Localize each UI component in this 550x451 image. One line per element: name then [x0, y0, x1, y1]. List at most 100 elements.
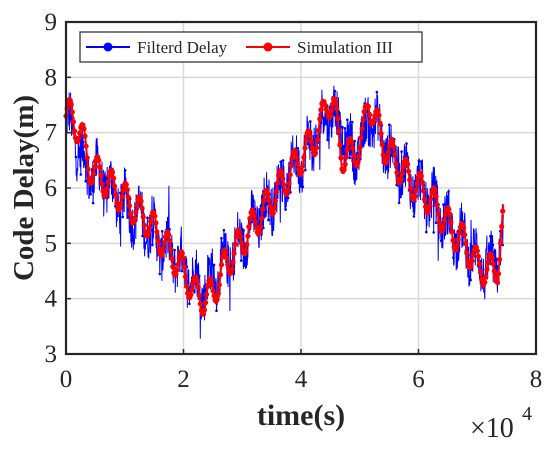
data-point-simulation-iii: [174, 267, 180, 273]
data-point-simulation-iii: [280, 176, 286, 182]
data-point-simulation-iii: [236, 229, 242, 235]
data-point-simulation-iii: [131, 219, 137, 225]
data-point-simulation-iii: [301, 154, 307, 160]
data-point-filterd-delay: [215, 309, 218, 313]
data-point-simulation-iii: [315, 137, 321, 143]
data-point-simulation-iii: [204, 291, 210, 297]
data-point-simulation-iii: [83, 143, 89, 149]
data-point-simulation-iii: [71, 128, 78, 134]
data-point-simulation-iii: [343, 154, 349, 160]
data-point-simulation-iii: [405, 161, 411, 167]
data-point-simulation-iii: [258, 224, 264, 230]
data-point-simulation-iii: [420, 188, 426, 194]
data-point-simulation-iii: [203, 300, 209, 306]
data-point-simulation-iii: [126, 203, 132, 209]
data-point-simulation-iii: [259, 216, 265, 222]
data-point-simulation-iii: [390, 138, 396, 144]
x-exponent-base: ×10: [470, 413, 514, 444]
data-point-simulation-iii: [469, 258, 475, 264]
data-point-simulation-iii: [336, 128, 342, 134]
data-point-simulation-iii: [261, 198, 267, 204]
data-point-simulation-iii: [137, 194, 143, 200]
data-point-simulation-iii: [361, 109, 367, 115]
data-point-filterd-delay: [304, 168, 307, 172]
data-point-filterd-delay: [343, 127, 347, 130]
data-point-filterd-delay: [180, 269, 184, 273]
data-point-filterd-delay: [425, 230, 428, 234]
data-point-simulation-iii: [267, 203, 273, 209]
data-point-simulation-iii: [188, 292, 194, 298]
data-point-simulation-iii: [173, 271, 179, 277]
data-point-simulation-iii: [216, 282, 222, 288]
data-point-simulation-iii: [260, 206, 266, 212]
data-point-simulation-iii: [77, 130, 83, 136]
data-point-simulation-iii: [387, 143, 393, 149]
data-point-filterd-delay: [296, 147, 300, 150]
data-point-simulation-iii: [114, 200, 120, 206]
y-tick-label: 4: [45, 286, 58, 313]
x-exponent: ×10 4: [470, 403, 532, 444]
data-point-simulation-iii: [179, 250, 185, 256]
data-point-simulation-iii: [314, 145, 320, 151]
data-point-simulation-iii: [468, 262, 474, 269]
data-point-simulation-iii: [152, 213, 158, 219]
data-point-simulation-iii: [288, 162, 294, 168]
data-point-simulation-iii: [333, 99, 339, 105]
data-point-simulation-iii: [316, 127, 322, 133]
data-point-simulation-iii: [414, 181, 420, 187]
data-point-simulation-iii: [160, 246, 166, 252]
data-point-simulation-iii: [148, 218, 154, 224]
y-tick-label: 9: [45, 9, 58, 36]
data-point-filterd-delay: [121, 215, 125, 219]
data-point-simulation-iii: [308, 139, 314, 145]
data-point-filterd-delay: [385, 138, 389, 141]
data-point-simulation-iii: [118, 200, 124, 207]
data-point-simulation-iii: [495, 271, 502, 277]
data-point-simulation-iii: [229, 266, 235, 272]
data-point-simulation-iii: [230, 259, 236, 265]
data-point-simulation-iii: [446, 206, 452, 212]
data-point-simulation-iii: [123, 182, 129, 188]
data-point-simulation-iii: [155, 238, 161, 244]
data-point-simulation-iii: [464, 250, 470, 256]
data-point-simulation-iii: [392, 152, 398, 158]
x-tick-label: 0: [60, 366, 73, 393]
data-point-simulation-iii: [433, 193, 439, 200]
data-point-simulation-iii: [223, 250, 229, 256]
data-point-simulation-iii: [334, 105, 340, 112]
data-point-simulation-iii: [272, 198, 278, 204]
data-point-simulation-iii: [134, 202, 140, 208]
data-point-simulation-iii: [498, 240, 504, 246]
data-point-filterd-delay: [286, 196, 290, 200]
data-point-simulation-iii: [133, 209, 139, 215]
data-point-simulation-iii: [427, 202, 433, 208]
data-point-simulation-iii: [398, 176, 404, 182]
data-point-filterd-delay: [239, 259, 243, 262]
data-point-simulation-iii: [455, 237, 461, 243]
data-point-filterd-delay: [69, 117, 73, 121]
data-point-simulation-iii: [492, 274, 498, 280]
series-layer: [63, 85, 506, 339]
data-point-simulation-iii: [436, 220, 442, 226]
data-point-filterd-delay: [301, 185, 305, 189]
data-point-simulation-iii: [156, 246, 162, 252]
series-simulation-iii: [63, 96, 506, 317]
data-point-filterd-delay: [212, 263, 216, 267]
data-point-simulation-iii: [132, 215, 138, 221]
data-point-simulation-iii: [140, 214, 146, 220]
data-point-simulation-iii: [214, 296, 220, 302]
data-point-simulation-iii: [287, 172, 293, 178]
data-point-simulation-iii: [454, 243, 460, 249]
legend-label-filterd-delay: Filterd Delay: [137, 38, 228, 57]
data-point-simulation-iii: [127, 211, 134, 217]
data-point-filterd-delay: [420, 160, 423, 163]
data-point-simulation-iii: [274, 180, 281, 186]
data-point-simulation-iii: [324, 109, 330, 115]
x-axis-label: time(s): [257, 399, 345, 432]
data-point-simulation-iii: [341, 166, 347, 173]
plot-area: [63, 20, 538, 356]
data-point-simulation-iii: [215, 290, 221, 297]
data-point-simulation-iii: [218, 262, 225, 268]
data-point-filterd-delay: [82, 141, 85, 144]
data-point-simulation-iii: [489, 255, 495, 261]
